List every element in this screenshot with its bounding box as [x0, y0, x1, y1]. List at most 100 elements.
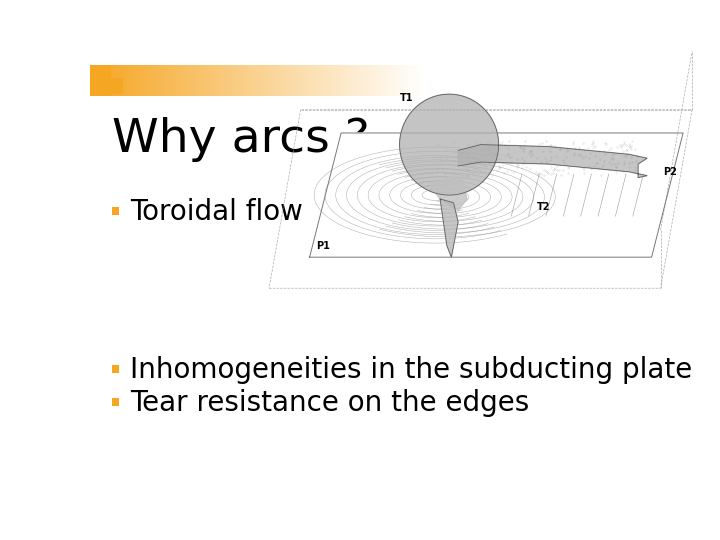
Bar	[130, 65, 131, 96]
Bar	[155, 65, 156, 96]
Bar	[389, 65, 390, 96]
Bar	[289, 65, 291, 96]
Bar	[222, 65, 224, 96]
Bar	[248, 65, 250, 96]
Bar	[310, 65, 311, 96]
Bar	[112, 398, 119, 407]
Bar	[410, 65, 411, 96]
Bar	[184, 65, 185, 96]
Bar	[133, 65, 135, 96]
Bar	[320, 65, 321, 96]
Bar	[106, 65, 107, 96]
Bar	[323, 65, 324, 96]
Bar	[193, 65, 194, 96]
Bar	[253, 65, 254, 96]
Bar	[263, 65, 264, 96]
Bar	[109, 65, 110, 96]
Bar	[271, 65, 272, 96]
Text: T1: T1	[400, 93, 413, 103]
Bar	[242, 65, 243, 96]
Bar	[419, 65, 420, 96]
Bar	[121, 65, 122, 96]
Bar	[127, 65, 128, 96]
Polygon shape	[310, 133, 683, 257]
Bar	[319, 65, 320, 96]
Bar	[206, 65, 207, 96]
Bar	[327, 65, 328, 96]
Bar	[297, 65, 299, 96]
Bar	[226, 65, 228, 96]
Bar	[189, 65, 191, 96]
Bar	[120, 65, 121, 96]
Text: T2: T2	[537, 202, 550, 212]
Bar	[194, 65, 195, 96]
Bar	[217, 65, 218, 96]
Bar	[233, 65, 234, 96]
Bar	[332, 65, 333, 96]
Bar	[215, 65, 216, 96]
Bar	[196, 65, 197, 96]
Bar	[280, 65, 281, 96]
Bar	[177, 65, 178, 96]
Bar	[377, 65, 378, 96]
Bar	[205, 65, 206, 96]
Bar	[392, 65, 394, 96]
Bar	[167, 65, 168, 96]
Bar	[360, 65, 361, 96]
Bar	[166, 65, 167, 96]
Bar	[354, 65, 356, 96]
Bar	[350, 65, 351, 96]
Bar	[352, 65, 354, 96]
Bar	[107, 65, 108, 96]
Bar	[116, 65, 117, 96]
Bar	[96, 65, 98, 96]
Bar	[265, 65, 266, 96]
Bar	[340, 65, 341, 96]
Bar	[402, 65, 404, 96]
Bar	[285, 65, 287, 96]
Bar	[143, 65, 145, 96]
Bar	[110, 65, 111, 96]
Bar	[122, 65, 124, 96]
Bar	[111, 65, 112, 96]
Bar	[150, 65, 151, 96]
Bar	[305, 65, 307, 96]
Bar	[90, 65, 91, 96]
Bar	[245, 65, 246, 96]
Bar	[102, 65, 104, 96]
Bar	[197, 65, 198, 96]
Bar	[161, 65, 163, 96]
Bar	[294, 65, 295, 96]
Text: P2: P2	[662, 167, 677, 177]
Bar	[240, 65, 242, 96]
Bar	[292, 65, 293, 96]
Bar	[199, 65, 200, 96]
Bar	[287, 65, 289, 96]
Bar	[147, 65, 148, 96]
Bar	[359, 65, 360, 96]
Bar	[192, 65, 193, 96]
Bar	[370, 65, 372, 96]
Bar	[269, 65, 270, 96]
Bar	[185, 65, 186, 96]
Polygon shape	[400, 94, 498, 195]
Bar	[336, 65, 337, 96]
Bar	[252, 65, 253, 96]
Bar	[260, 65, 261, 96]
Bar	[362, 65, 364, 96]
Bar	[244, 65, 245, 96]
Bar	[179, 65, 181, 96]
Bar	[258, 65, 260, 96]
Bar	[330, 65, 331, 96]
Bar	[195, 65, 196, 96]
Bar	[178, 65, 179, 96]
Bar	[417, 65, 418, 96]
Bar	[374, 65, 376, 96]
Bar	[131, 65, 132, 96]
Bar	[303, 65, 305, 96]
Bar	[125, 65, 126, 96]
Bar	[175, 65, 176, 96]
Bar	[273, 65, 274, 96]
Bar	[261, 65, 262, 96]
Bar	[312, 65, 313, 96]
